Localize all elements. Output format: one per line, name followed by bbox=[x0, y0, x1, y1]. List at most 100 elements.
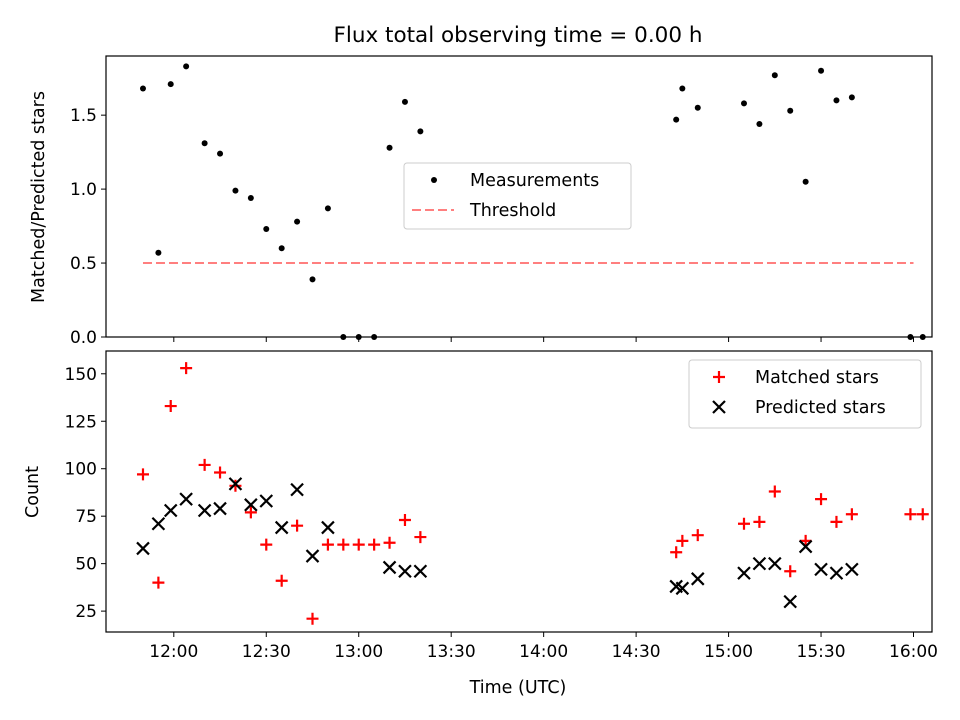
matched-star-point bbox=[275, 574, 288, 587]
matched-star-point bbox=[815, 493, 828, 506]
matched-star-point bbox=[291, 519, 304, 532]
measurement-point bbox=[201, 140, 208, 147]
measurement-point bbox=[740, 100, 747, 107]
matched-star-point bbox=[244, 506, 257, 519]
legend: Measurements Threshold bbox=[403, 162, 632, 230]
predicted-star-point bbox=[845, 562, 859, 577]
y-tick-label: 100 bbox=[65, 460, 97, 480]
y-tick-label: 150 bbox=[65, 365, 97, 385]
measurement-point bbox=[155, 249, 162, 256]
predicted-star-point bbox=[213, 501, 227, 516]
legend-label: Predicted stars bbox=[755, 398, 886, 418]
x-tick-label: 15:00 bbox=[704, 642, 753, 662]
matched-star-point bbox=[830, 515, 843, 528]
measurement-point bbox=[673, 116, 680, 123]
x-tick-label: 15:30 bbox=[797, 642, 846, 662]
legend: Matched stars Predicted stars bbox=[688, 359, 922, 429]
matched-star-point bbox=[784, 565, 797, 578]
matched-star-point bbox=[753, 515, 766, 528]
legend-label: Matched stars bbox=[755, 368, 879, 388]
matched-star-point bbox=[799, 534, 812, 547]
predicted-star-point bbox=[768, 556, 782, 571]
measurement-point bbox=[247, 194, 254, 201]
predicted-star-point bbox=[274, 520, 289, 535]
chart-title: Flux total observing time = 0.00 h bbox=[334, 23, 703, 48]
predicted-star-point bbox=[737, 566, 751, 580]
measurement-point bbox=[833, 97, 840, 104]
predicted-star-point bbox=[290, 482, 304, 497]
measurement-point bbox=[679, 85, 686, 92]
y-tick-label: 1.0 bbox=[70, 180, 97, 200]
measurement-point bbox=[167, 81, 174, 88]
measurement-point bbox=[401, 98, 408, 105]
x-axis-label: Time (UTC) bbox=[469, 678, 567, 698]
predicted-star-point bbox=[259, 494, 274, 508]
matched-star-point bbox=[768, 485, 781, 498]
predicted-star-point bbox=[783, 594, 798, 609]
measurement-point bbox=[217, 150, 224, 157]
legend-box bbox=[403, 162, 632, 230]
matched-star-point bbox=[737, 517, 750, 530]
matched-star-point bbox=[676, 534, 689, 547]
measurement-point bbox=[294, 218, 301, 225]
top-panel: 0.0 0.5 1.0 1.5 Measurements Threshold bbox=[70, 55, 933, 348]
matched-star-point bbox=[180, 362, 193, 375]
predicted-star-point bbox=[321, 520, 335, 535]
matched-star-point bbox=[214, 466, 227, 479]
predicted-star-point bbox=[798, 539, 813, 554]
matched-star-point bbox=[691, 529, 704, 542]
predicted-star-point bbox=[398, 564, 412, 579]
predicted-star-point bbox=[136, 541, 150, 556]
y-tick-label: 0.5 bbox=[70, 254, 97, 274]
legend-label: Measurements bbox=[470, 171, 599, 191]
measurement-point bbox=[694, 104, 701, 111]
matched-star-point bbox=[164, 400, 177, 413]
measurement-point bbox=[309, 276, 316, 283]
x-tick-label: 12:30 bbox=[242, 642, 291, 662]
predicted-star-point bbox=[690, 572, 705, 586]
bottom-panel: 12:00 12:30 13:00 13:30 14:00 14:30 15:00 15:30… bbox=[65, 350, 938, 662]
matched-star-point bbox=[337, 538, 350, 551]
predicted-star-point bbox=[382, 560, 397, 575]
y-tick-label: 75 bbox=[75, 507, 97, 527]
predicted-star-point bbox=[197, 503, 212, 518]
measurement-point bbox=[232, 187, 239, 194]
matched-star-point bbox=[229, 479, 242, 492]
measurement-point bbox=[139, 85, 146, 92]
measurement-point bbox=[417, 128, 424, 135]
matched-star-point bbox=[152, 576, 165, 589]
matched-star-point bbox=[414, 531, 427, 544]
x-tick-label: 16:00 bbox=[889, 642, 938, 662]
measurement-point bbox=[183, 63, 190, 70]
x-tick-label: 14:00 bbox=[519, 642, 568, 662]
series-matched-stars bbox=[136, 362, 929, 625]
matched-star-point bbox=[916, 508, 929, 521]
legend-swatch bbox=[431, 177, 437, 183]
legend-box bbox=[688, 359, 922, 429]
predicted-star-point bbox=[305, 549, 320, 563]
x-tick-label: 13:00 bbox=[334, 642, 383, 662]
matched-star-point bbox=[904, 508, 917, 521]
matched-star-point bbox=[845, 508, 858, 521]
measurement-point bbox=[848, 94, 855, 101]
measurement-point bbox=[263, 226, 270, 233]
measurement-point bbox=[818, 67, 825, 74]
matched-star-point bbox=[198, 458, 211, 471]
predicted-star-point bbox=[829, 566, 844, 580]
matched-star-point bbox=[260, 538, 273, 551]
legend-swatch bbox=[713, 371, 725, 383]
series-predicted-stars bbox=[136, 477, 859, 609]
predicted-star-point bbox=[413, 564, 428, 579]
predicted-star-point bbox=[244, 498, 258, 512]
bottom-y-axis-label: Count bbox=[23, 466, 43, 518]
matched-star-point bbox=[383, 536, 396, 549]
legend-swatch bbox=[712, 400, 726, 414]
matched-star-point bbox=[136, 468, 149, 481]
matched-star-point bbox=[306, 612, 319, 625]
matched-star-point bbox=[368, 538, 381, 551]
matched-star-point bbox=[352, 538, 365, 551]
axes-frame bbox=[105, 350, 933, 633]
matched-star-point bbox=[670, 546, 683, 559]
y-tick-label: 1.5 bbox=[70, 106, 97, 126]
measurement-point bbox=[787, 107, 794, 114]
